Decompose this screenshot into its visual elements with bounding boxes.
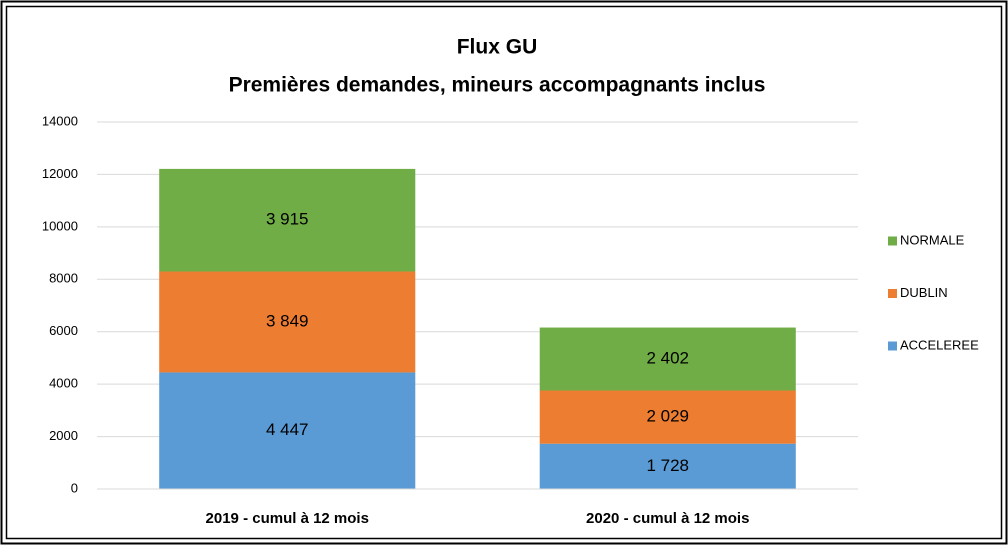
bar-segment <box>159 372 416 489</box>
bar-segment <box>159 168 416 272</box>
legend-label: DUBLIN <box>900 285 948 300</box>
data-label: 2 029 <box>646 407 689 426</box>
y-tick-label: 12000 <box>42 166 78 181</box>
legend-swatch <box>888 289 897 298</box>
bar-segment <box>539 390 796 444</box>
y-tick-label: 2000 <box>49 428 78 443</box>
y-tick-label: 14000 <box>42 113 78 128</box>
legend-label: NORMALE <box>900 232 965 247</box>
data-label: 3 849 <box>266 311 309 330</box>
data-label: 3 915 <box>266 210 309 229</box>
y-tick-label: 4000 <box>49 376 78 391</box>
x-tick-label: 2019 - cumul à 12 mois <box>206 510 369 527</box>
data-label: 4 447 <box>266 420 309 439</box>
bar-segment <box>539 327 796 391</box>
y-tick-label: 0 <box>71 480 78 495</box>
data-label: 2 402 <box>646 349 689 368</box>
legend-swatch <box>888 341 897 351</box>
bar-segment <box>539 443 796 489</box>
legend-label: ACCELEREE <box>900 337 979 352</box>
chart-subtitle: Premières demandes, mineurs accompagnant… <box>229 74 766 97</box>
chart-title: Flux GU <box>457 36 538 59</box>
frame-inner <box>5 5 1003 540</box>
bar-segment <box>159 271 416 373</box>
x-tick-label: 2020 - cumul à 12 mois <box>586 510 749 527</box>
legend-swatch <box>888 236 897 246</box>
y-tick-label: 10000 <box>42 218 78 233</box>
y-tick-label: 8000 <box>49 271 78 286</box>
data-label: 1 728 <box>646 456 689 475</box>
y-tick-label: 6000 <box>49 323 78 338</box>
